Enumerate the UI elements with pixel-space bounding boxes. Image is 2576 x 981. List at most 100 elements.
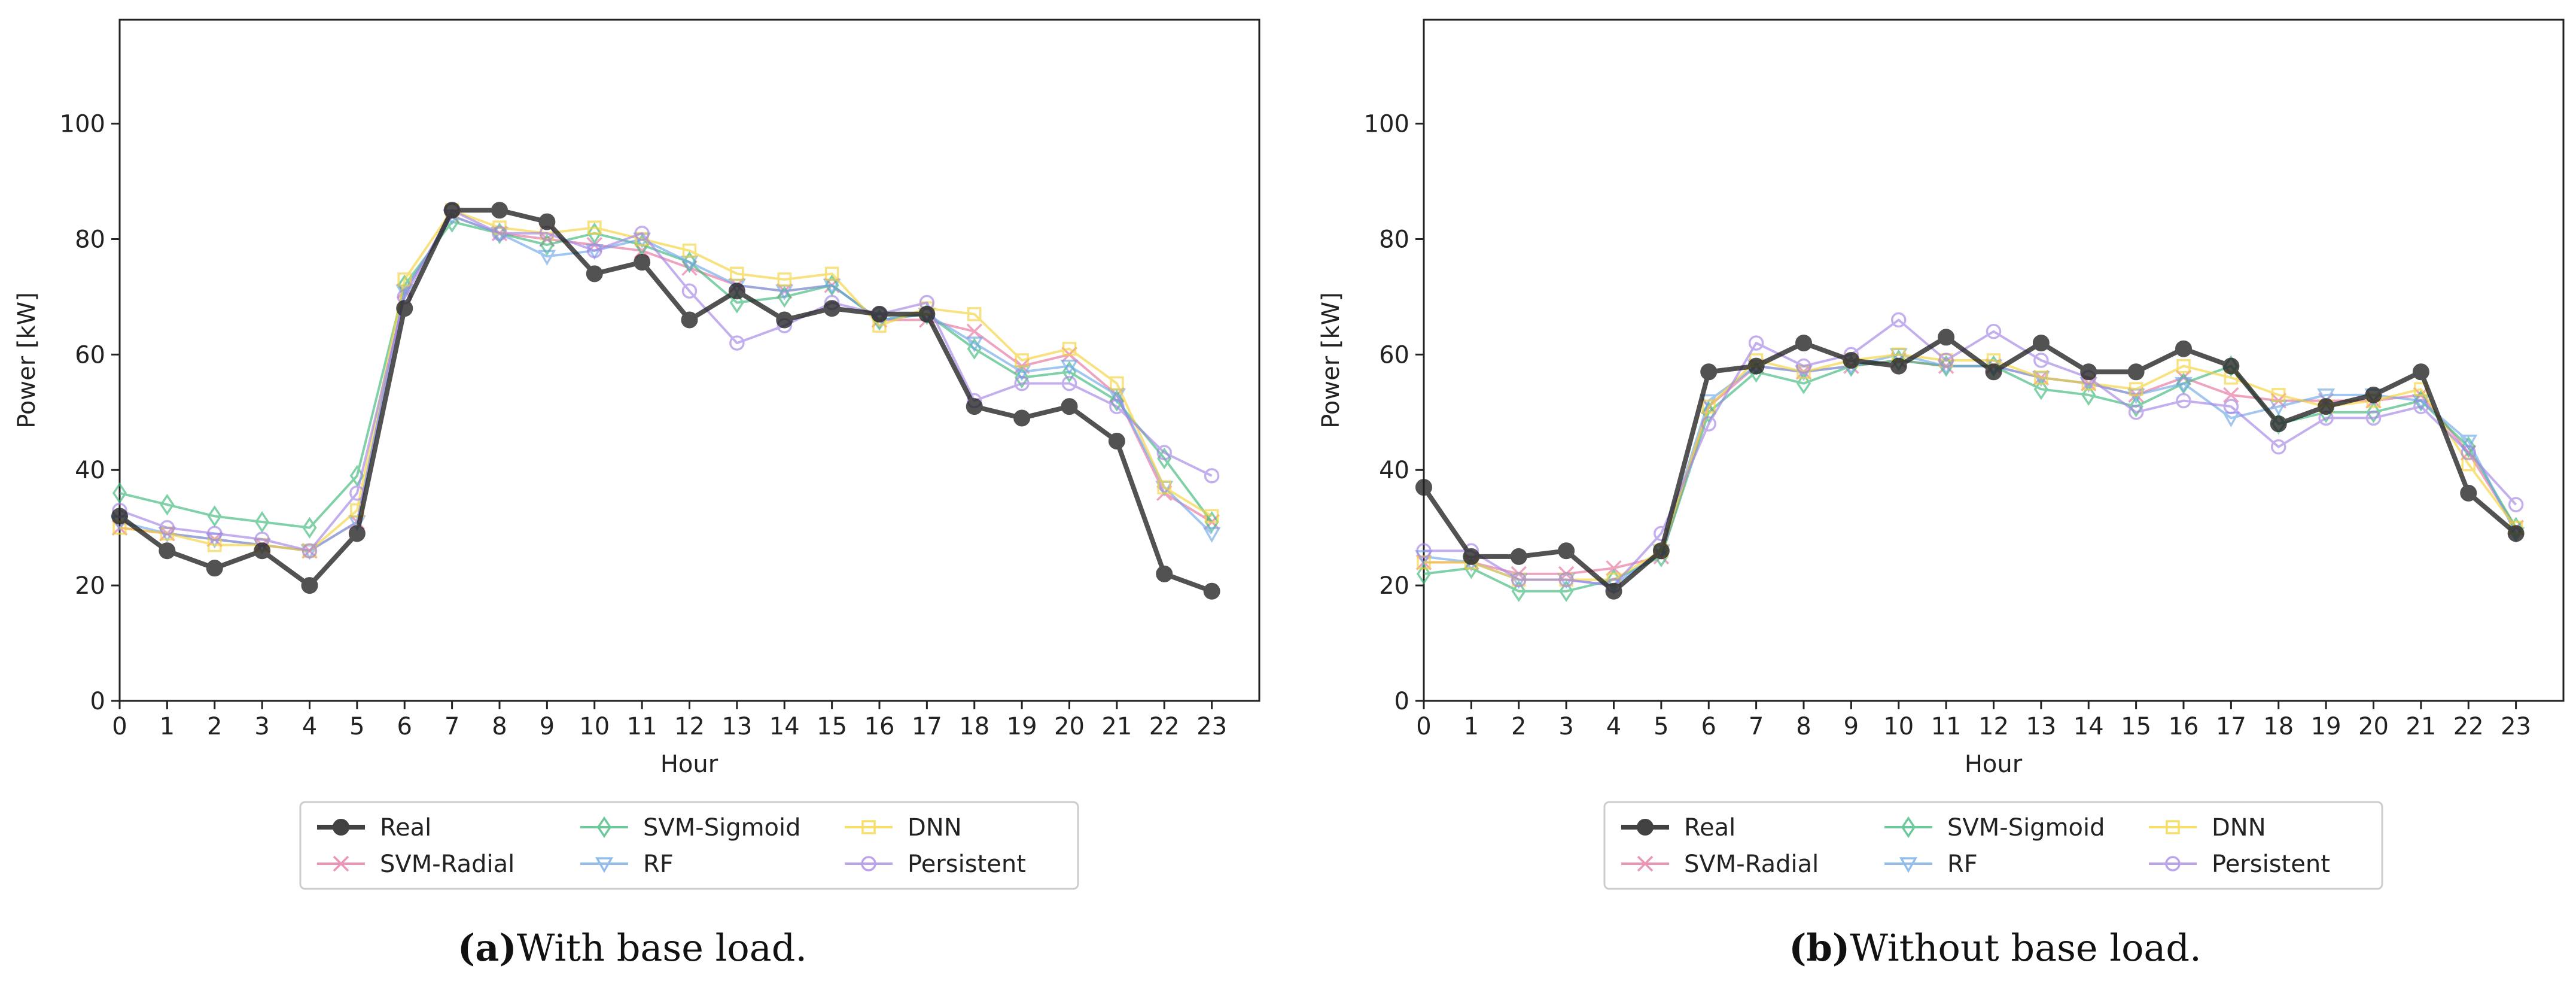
panel-a-point-real [443,202,461,219]
panel-a-point-real [1156,565,1173,582]
panel-b-point-svm-sigmoid [2129,395,2143,418]
panel-b-point-persistent [1416,543,1432,559]
panel-a-ytick-label: 0 [90,688,105,715]
panel-b-point-real [2032,335,2050,352]
panel-b-point-real [1985,363,2002,381]
panel-a-point-svm-sigmoid [1015,366,1030,389]
panel-a-point-svm-sigmoid [729,291,744,314]
panel-b-point-real [1463,548,1480,565]
panel-b-xtick-label: 6 [1701,713,1716,740]
panel-b-point-dnn [1701,399,1716,414]
panel-a-point-real [728,283,745,300]
panel-a-point-real [348,525,366,542]
panel-b-point-real [2460,484,2477,502]
panel-a-point-svm-radial [966,323,982,340]
panel-a-point-dnn [1204,509,1219,524]
panel-b-point-real [1795,335,1812,352]
panel-b-xtick-label: 19 [2311,713,2341,740]
panel-a-xtick-label: 14 [769,713,800,740]
panel-a-point-dnn [967,307,982,321]
panel-a-legend: Real SVM-Radial SVM-Sigmoid RF DNN Persistent [299,801,1079,890]
panel-b-x-ticks: 0 1 2 3 4 5 6 7 8 9 10 11 12 13 14 15 16 17 18 19 20 21 22 23 [1416,701,2531,740]
panel-a-line-persistent [119,209,1213,552]
panel-b-point-persistent [1796,358,1811,374]
panel-a-xtick-label: 7 [444,713,459,740]
panel-a-point-persistent [207,526,223,542]
panel-b-xtick-label: 21 [2406,713,2436,740]
panel-b-xtick-label: 0 [1416,713,1431,740]
panel-b-point-rf [2459,435,2478,451]
panel-b-xtick-label: 4 [1606,713,1621,740]
panel-a-legend-box [299,801,1079,890]
panel-b-point-real [1890,357,1907,375]
panel-a-point-rf [965,336,983,353]
panel-a-ytick-label: 100 [60,111,105,138]
panel-a-xtick-label: 20 [1054,713,1085,740]
panel-b-xtick-label: 9 [1844,713,1859,740]
panel-a-point-real [206,560,223,577]
panel-b-xtick-label: 1 [1464,713,1479,740]
panel-a-legend-marker [333,819,349,836]
panel-b-xtick-label: 3 [1558,713,1573,740]
panel-b-ytick-label: 40 [1379,457,1409,484]
panel-a-point-rf [585,244,604,260]
panel-b-point-persistent [2461,445,2476,461]
panel-a-point-persistent [681,283,698,299]
panel-b-point-persistent [2413,399,2429,414]
panel-b-xtick-label: 22 [2453,713,2484,740]
panel-a-xtick-label: 0 [112,713,127,740]
panel-a-point-real [871,305,888,323]
panel-b-xtick-label: 18 [2263,713,2294,740]
panel-a-xtick-label: 22 [1149,713,1180,740]
panel-b-point-persistent [2223,399,2239,414]
panel-b-legend-entry-persistent [2149,856,2197,871]
panel-a-point-real [918,305,936,323]
panel-a-legend-label: DNN [908,814,962,842]
panel-a-caption: (a)With base load. [458,926,807,970]
panel-b-xtick-label: 17 [2216,713,2246,740]
panel-b-point-real [1843,352,1860,369]
panel-b-legend-marker [2165,856,2181,871]
panel-a-point-persistent [1109,399,1125,414]
panel-a-point-dnn [1157,480,1171,494]
panel-a-ytick-label: 20 [75,572,105,600]
panel-b-legend-label: Persistent [2212,851,2330,878]
panel-a-xtick-label: 1 [160,713,175,740]
panel-b-point-real [1652,542,1670,560]
panel-b-legend-label: SVM-Sigmoid [1947,814,2105,842]
panel-a-series [110,202,1221,600]
panel-a-y-ticks: 0 20 40 60 80 100 [60,111,120,715]
panel-b-point-svm-sigmoid [2366,401,2381,423]
panel-a-point-real [966,398,983,415]
panel-b-point-persistent [1701,416,1716,432]
panel-b-point-dnn [2271,388,2286,402]
panel-b-point-svm-radial [2223,387,2239,403]
panel-b-xtick-label: 10 [1883,713,1914,740]
panel-a-xtick-label: 9 [540,713,555,740]
panel-b-point-real [1605,582,1622,600]
panel-b-xtick-label: 20 [2358,713,2389,740]
panel-b-point-real [1938,329,1955,346]
panel-a-xtick-label: 19 [1007,713,1037,740]
panel-b-point-persistent [1891,312,1907,328]
panel-a-point-svm-sigmoid [160,493,175,516]
panel-b-point-svm-sigmoid [1511,580,1526,602]
panel-b-point-persistent [1558,572,1574,588]
panel-b-point-dnn [2129,382,2143,396]
panel-a-xtick-label: 8 [492,713,507,740]
panel-a-legend-entry-rf [580,857,628,873]
panel-b-point-persistent [1986,324,2002,339]
panel-b-point-rf [2174,376,2193,393]
panel-b-point-real [2270,415,2287,433]
panel-b-point-svm-sigmoid [2033,378,2048,400]
panel-a-point-dnn [730,266,744,281]
panel-a-point-svm-sigmoid [1204,511,1219,533]
panel-a-legend-entry-dnn [845,820,893,834]
panel-b-point-real [2127,363,2145,381]
panel-a-point-persistent [634,226,650,241]
panel-b-caption-label: (b) [1789,926,1850,970]
panel-b-point-persistent [2176,393,2191,409]
panel-b-point-real [1700,363,1718,381]
panel-a-xtick-label: 23 [1196,713,1227,740]
